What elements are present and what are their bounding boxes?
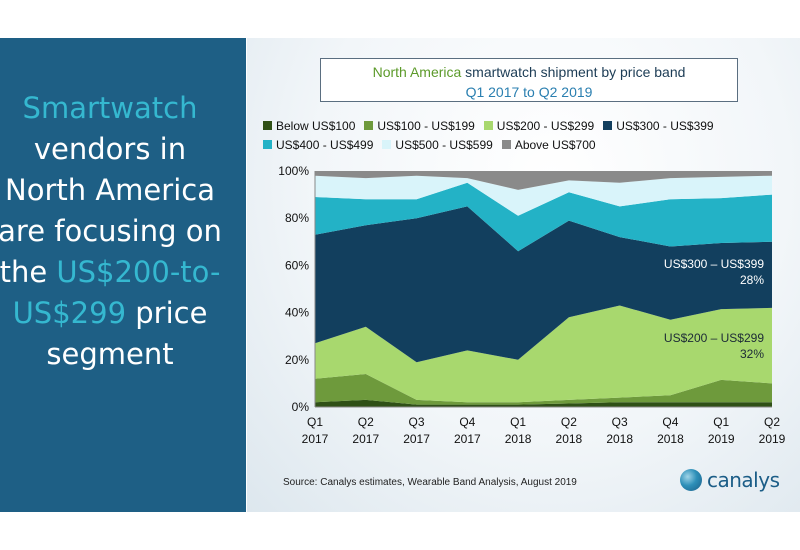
headline-line: North America	[5, 173, 215, 207]
title-rest: smartwatch shipment by price band	[461, 64, 686, 80]
series-area	[315, 399, 772, 407]
y-tick-label: 60%	[285, 258, 309, 272]
headline-line: vendors in	[33, 132, 187, 166]
title-region: North America	[372, 64, 462, 80]
legend-item: US$300 - US$399	[603, 118, 714, 133]
legend-label: Below US$100	[276, 118, 356, 133]
x-tick-label: 2019	[759, 432, 786, 446]
source-note: Source: Canalys estimates, Wearable Band…	[283, 477, 577, 488]
series-area	[315, 206, 772, 363]
x-tick-label: Q2	[358, 415, 374, 429]
x-tick-label: Q3	[409, 415, 425, 429]
y-tick-label: 40%	[285, 306, 309, 320]
x-tick-label: 2018	[657, 432, 684, 446]
legend-row: US$400 - US$499 US$500 - US$599 Above US$7…	[263, 135, 793, 154]
headline-line: are focusing on	[0, 214, 222, 248]
globe-icon	[680, 469, 702, 491]
x-tick-label: 2018	[606, 432, 633, 446]
chart-annotation: US$300 – US$399	[664, 257, 764, 271]
series-area	[315, 175, 772, 216]
chart-subtitle: Q1 2017 to Q2 2019	[465, 84, 593, 100]
legend-label: US$300 - US$399	[616, 118, 714, 133]
x-tick-label: Q1	[307, 415, 323, 429]
y-tick-label: 0%	[292, 400, 310, 414]
legend-label: US$100 - US$199	[377, 118, 475, 133]
series-area	[315, 171, 772, 190]
chart-annotation: 28%	[740, 273, 764, 287]
legend-row: Below US$100 US$100 - US$199 US$200 - US$2…	[263, 116, 793, 135]
x-tick-label: 2017	[302, 432, 329, 446]
legend-swatch	[483, 121, 493, 130]
chart-annotation: 32%	[740, 347, 764, 361]
legend-item: US$400 - US$499	[263, 138, 373, 152]
chart-annotation: US$200 – US$299	[664, 331, 764, 345]
series-area	[315, 182, 772, 252]
x-tick-label: Q4	[662, 415, 678, 429]
headline: Smartwatch vendors in North America are …	[0, 88, 250, 375]
x-tick-label: Q1	[713, 415, 729, 429]
y-tick-label: 80%	[285, 211, 309, 225]
legend-item: US$100 - US$199	[364, 118, 475, 133]
legend-swatch	[263, 140, 272, 149]
y-tick-label: 100%	[278, 164, 309, 178]
y-tick-label: 20%	[285, 353, 309, 367]
legend-swatch	[603, 121, 613, 130]
canalys-logo: canalys	[680, 468, 780, 492]
legend-swatch	[501, 140, 511, 149]
legend-label: US$200 - US$299	[496, 118, 595, 133]
legend-item: Below US$100	[263, 119, 355, 133]
legend-swatch	[263, 121, 272, 130]
legend-label: US$500 - US$599	[395, 137, 493, 152]
x-tick-label: 2017	[352, 432, 379, 446]
x-tick-label: 2018	[505, 432, 532, 446]
headline-text: the	[0, 255, 57, 289]
headline-text: price	[126, 296, 208, 330]
x-tick-label: Q2	[561, 415, 577, 429]
series-area	[315, 374, 772, 405]
x-tick-label: 2018	[556, 432, 583, 446]
legend-item: US$500 - US$599	[382, 137, 493, 152]
headline-line: Smartwatch	[22, 91, 198, 125]
x-tick-label: Q4	[459, 415, 475, 429]
x-tick-label: 2017	[454, 432, 481, 446]
left-panel	[0, 38, 246, 512]
x-tick-label: 2019	[708, 432, 735, 446]
legend-label: Above US$700	[514, 137, 596, 152]
logo-wordmark: canalys	[707, 468, 780, 492]
legend-swatch	[382, 140, 392, 149]
x-tick-label: Q3	[612, 415, 628, 429]
legend-swatch	[364, 121, 374, 130]
legend-item: US$200 - US$299	[483, 118, 595, 133]
chart-title: North America smartwatch shipment by pri…	[320, 58, 738, 102]
headline-line: segment	[46, 337, 174, 371]
legend-label: US$400 - US$499	[276, 137, 374, 152]
legend-item: Above US$700	[501, 137, 596, 152]
series-area	[315, 305, 772, 403]
x-tick-label: Q2	[764, 415, 780, 429]
legend: Below US$100 US$100 - US$199 US$200 - US$2…	[263, 116, 793, 154]
x-tick-label: 2017	[403, 432, 430, 446]
headline-highlight: US$299	[12, 296, 127, 330]
x-tick-label: Q1	[510, 415, 526, 429]
headline-highlight: US$200-to-	[56, 255, 221, 289]
